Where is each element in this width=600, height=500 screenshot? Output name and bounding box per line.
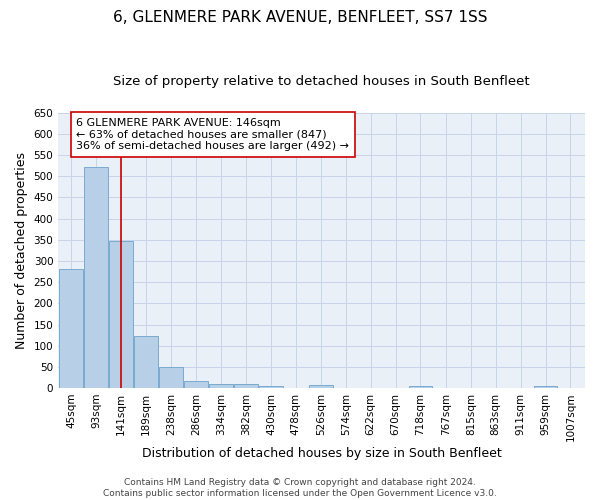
- Text: Contains HM Land Registry data © Crown copyright and database right 2024.
Contai: Contains HM Land Registry data © Crown c…: [103, 478, 497, 498]
- Bar: [533, 386, 557, 388]
- Bar: [109, 241, 133, 388]
- Bar: [409, 386, 433, 388]
- Bar: [134, 336, 158, 388]
- Bar: [234, 384, 258, 388]
- X-axis label: Distribution of detached houses by size in South Benfleet: Distribution of detached houses by size …: [142, 447, 502, 460]
- Title: Size of property relative to detached houses in South Benfleet: Size of property relative to detached ho…: [113, 75, 530, 88]
- Text: 6 GLENMERE PARK AVENUE: 146sqm
← 63% of detached houses are smaller (847)
36% of: 6 GLENMERE PARK AVENUE: 146sqm ← 63% of …: [76, 118, 349, 151]
- Bar: [259, 386, 283, 388]
- Bar: [184, 382, 208, 388]
- Bar: [59, 270, 83, 388]
- Y-axis label: Number of detached properties: Number of detached properties: [15, 152, 28, 349]
- Bar: [84, 167, 108, 388]
- Bar: [309, 385, 333, 388]
- Text: 6, GLENMERE PARK AVENUE, BENFLEET, SS7 1SS: 6, GLENMERE PARK AVENUE, BENFLEET, SS7 1…: [113, 10, 487, 25]
- Bar: [160, 368, 183, 388]
- Bar: [209, 384, 233, 388]
